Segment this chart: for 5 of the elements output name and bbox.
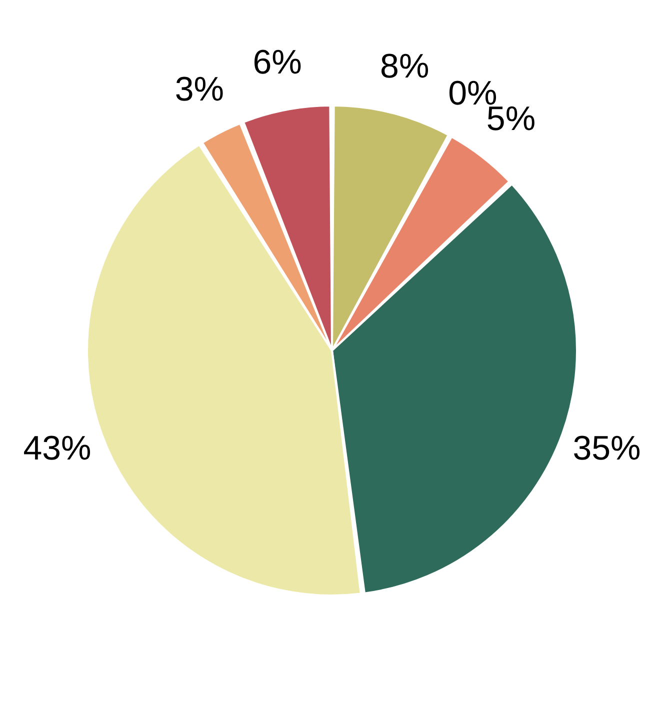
data-label: 3%	[174, 70, 224, 108]
data-label: 8%	[380, 48, 430, 86]
data-label: 43%	[23, 429, 92, 468]
data-label: 6%	[252, 44, 302, 82]
data-label: 35%	[572, 429, 641, 468]
